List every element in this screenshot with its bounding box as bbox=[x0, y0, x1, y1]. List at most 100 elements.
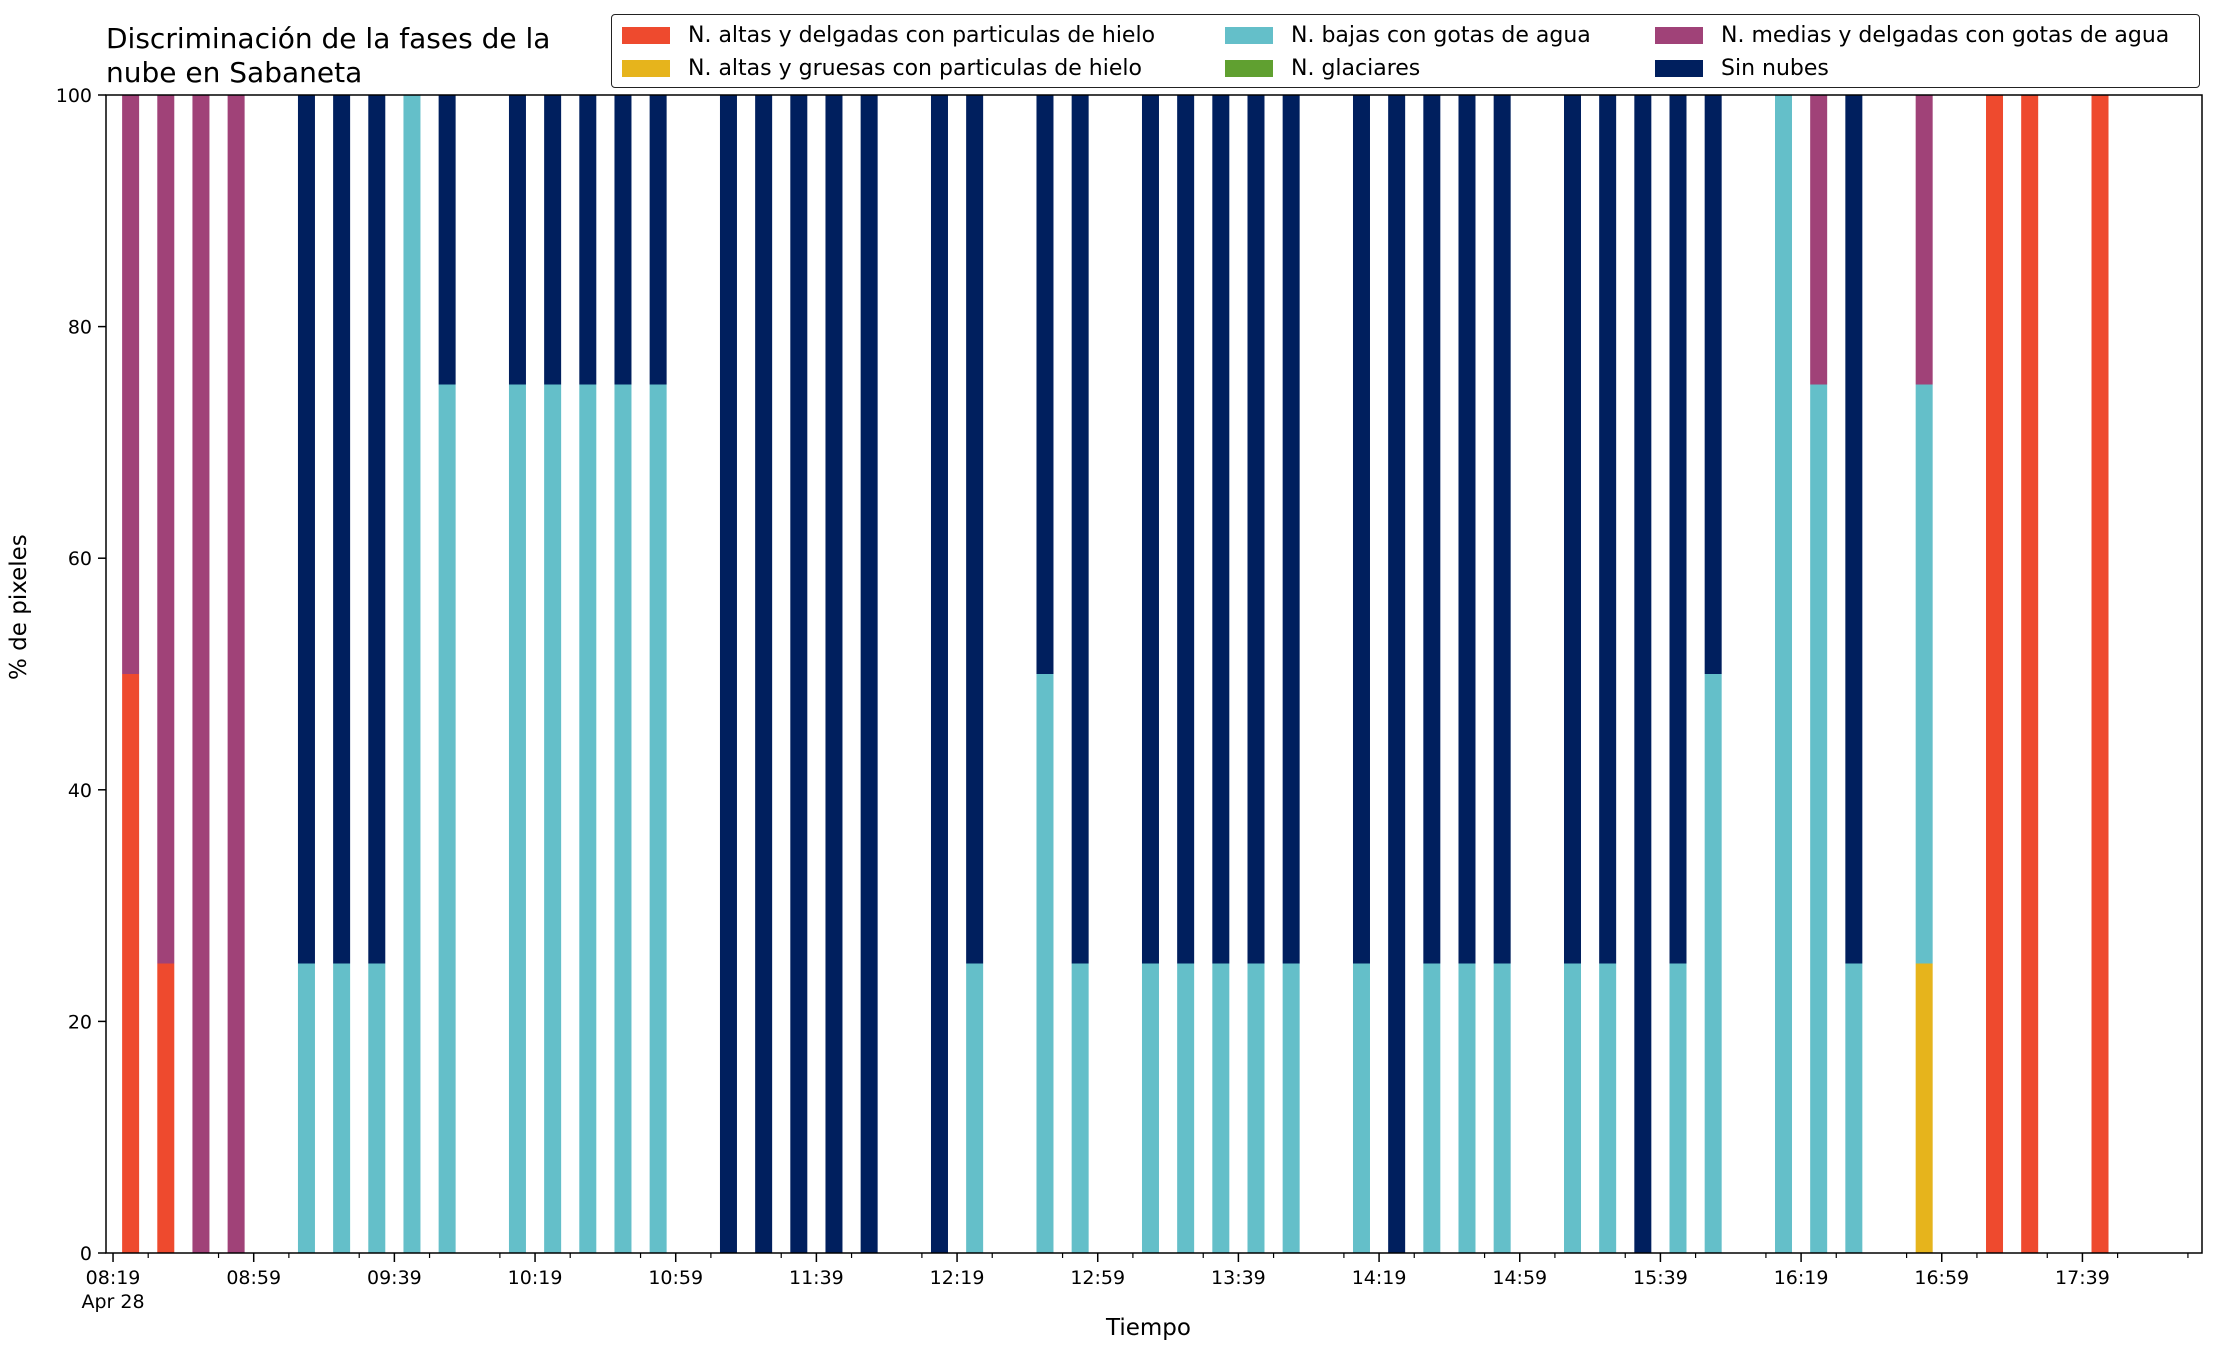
bar-segment-26-2 bbox=[1247, 963, 1265, 1253]
x-tick-label: 10:19 bbox=[508, 1267, 563, 1289]
x-tick-label: 13:39 bbox=[1211, 1267, 1266, 1289]
y-tick-label: 60 bbox=[68, 548, 92, 570]
bar-segment-12-5 bbox=[614, 95, 632, 385]
bar-segment-0-0 bbox=[122, 674, 140, 1253]
bar-segment-0-4 bbox=[122, 95, 140, 674]
legend-label: N. altas y gruesas con particulas de hie… bbox=[688, 55, 1142, 81]
bar-segment-41-1 bbox=[1915, 963, 1933, 1253]
y-axis-label: % de pixeles bbox=[6, 534, 32, 680]
x-tick-label: 16:59 bbox=[1914, 1267, 1969, 1289]
x-tick-label: 14:19 bbox=[1352, 1267, 1407, 1289]
bar-segment-8-2 bbox=[438, 384, 456, 1253]
x-tick-label: 08:59 bbox=[226, 1267, 281, 1289]
legend-label: N. medias y delgadas con gotas de agua bbox=[1721, 22, 2170, 48]
bar-segment-9-5 bbox=[508, 95, 526, 385]
legend-swatch-altas-gruesas bbox=[622, 59, 670, 77]
bar-segment-28-2 bbox=[1352, 963, 1370, 1253]
x-tick-label: 15:39 bbox=[1633, 1267, 1688, 1289]
legend-label: N. altas y delgadas con particulas de hi… bbox=[688, 22, 1156, 48]
bar-segment-31-2 bbox=[1458, 963, 1476, 1253]
bar-segment-32-2 bbox=[1493, 963, 1511, 1253]
x-tick-label: 08:19 bbox=[86, 1267, 141, 1289]
bar-segment-36-5 bbox=[1669, 95, 1687, 964]
y-tick-label: 40 bbox=[68, 780, 92, 802]
legend-swatch-sin-nubes bbox=[1655, 59, 1703, 77]
bar-segment-39-4 bbox=[1810, 95, 1828, 385]
legend-label: N. glaciares bbox=[1291, 55, 1421, 81]
legend-item-altas-gruesas: N. altas y gruesas con particulas de hie… bbox=[622, 51, 1142, 85]
x-tick-label: 11:39 bbox=[789, 1267, 844, 1289]
bar-segment-24-2 bbox=[1177, 963, 1195, 1253]
bar-segment-22-5 bbox=[1071, 95, 1089, 964]
bar-segment-43-0 bbox=[2021, 95, 2039, 1253]
legend-swatch-altas-delgadas bbox=[622, 26, 670, 44]
bar-segment-33-2 bbox=[1564, 963, 1581, 1253]
bar-segment-25-5 bbox=[1212, 95, 1230, 964]
bar-segment-6-5 bbox=[368, 95, 386, 964]
legend-item-bajas: N. bajas con gotas de agua bbox=[1225, 18, 1591, 52]
bar-segment-1-4 bbox=[157, 95, 175, 964]
bar-segment-15-5 bbox=[755, 95, 773, 1253]
x-tick-label: 12:19 bbox=[930, 1267, 985, 1289]
legend-item-altas-delgadas: N. altas y delgadas con particulas de hi… bbox=[622, 18, 1155, 52]
bar-segment-18-5 bbox=[860, 95, 878, 1253]
bar-segment-38-2 bbox=[1775, 95, 1792, 1253]
x-tick-label: 12:59 bbox=[1070, 1267, 1125, 1289]
bar-segment-34-5 bbox=[1599, 95, 1617, 964]
bar-segment-42-0 bbox=[1986, 95, 2004, 1253]
bars-layer bbox=[122, 95, 2109, 1253]
bar-segment-37-2 bbox=[1704, 674, 1722, 1253]
bar-segment-21-5 bbox=[1036, 95, 1054, 674]
bar-segment-40-5 bbox=[1845, 95, 1863, 964]
x-tick-label: 17:39 bbox=[2055, 1267, 2110, 1289]
x-tick-label: 09:39 bbox=[367, 1267, 422, 1289]
bar-segment-26-5 bbox=[1247, 95, 1265, 964]
plot-frame bbox=[105, 94, 2203, 1254]
bar-segment-11-2 bbox=[579, 384, 597, 1253]
bar-segment-34-2 bbox=[1599, 963, 1617, 1253]
y-tick-label: 80 bbox=[68, 317, 92, 339]
bar-segment-22-2 bbox=[1071, 963, 1089, 1253]
bar-segment-5-2 bbox=[333, 963, 351, 1253]
y-tick-label: 20 bbox=[68, 1011, 92, 1033]
legend-item-sin-nubes: Sin nubes bbox=[1655, 51, 1829, 85]
bar-segment-35-5 bbox=[1634, 95, 1652, 1253]
x-tick-label: 16:19 bbox=[1774, 1267, 1829, 1289]
bar-segment-41-4 bbox=[1915, 95, 1933, 385]
bar-segment-25-2 bbox=[1212, 963, 1230, 1253]
bar-segment-37-5 bbox=[1704, 95, 1722, 674]
bar-segment-4-2 bbox=[297, 963, 315, 1253]
bar-segment-20-2 bbox=[966, 963, 984, 1253]
bar-segment-2-4 bbox=[192, 95, 210, 1253]
bar-segment-9-2 bbox=[508, 384, 526, 1253]
legend-label: Sin nubes bbox=[1721, 55, 1829, 81]
legend-item-glaciares: N. glaciares bbox=[1225, 51, 1420, 85]
legend-swatch-bajas bbox=[1225, 26, 1273, 44]
bar-segment-16-5 bbox=[790, 95, 808, 1253]
bar-segment-44-0 bbox=[2091, 95, 2109, 1253]
legend: N. altas y delgadas con particulas de hi… bbox=[611, 14, 2200, 88]
bar-segment-23-2 bbox=[1141, 963, 1159, 1253]
bar-segment-32-5 bbox=[1493, 95, 1511, 964]
bar-segment-41-2 bbox=[1915, 384, 1933, 964]
bar-segment-30-5 bbox=[1423, 95, 1441, 964]
bar-segment-7-2 bbox=[403, 95, 421, 1253]
bar-segment-31-5 bbox=[1458, 95, 1476, 964]
bar-segment-10-5 bbox=[544, 95, 562, 385]
x-axis-label: Tiempo bbox=[1106, 1315, 1191, 1341]
bar-segment-13-2 bbox=[649, 384, 667, 1253]
bar-segment-20-5 bbox=[966, 95, 984, 964]
bar-segment-1-0 bbox=[157, 963, 175, 1253]
bar-segment-29-5 bbox=[1388, 95, 1406, 1253]
bar-segment-6-2 bbox=[368, 963, 386, 1253]
legend-item-medias: N. medias y delgadas con gotas de agua bbox=[1655, 18, 2169, 52]
bar-segment-28-5 bbox=[1352, 95, 1370, 964]
bar-segment-39-2 bbox=[1810, 384, 1828, 1253]
bar-segment-27-2 bbox=[1282, 963, 1300, 1253]
y-tick-label: 100 bbox=[56, 85, 92, 107]
y-tick-label: 0 bbox=[80, 1243, 92, 1265]
legend-label: N. bajas con gotas de agua bbox=[1291, 22, 1591, 48]
bar-segment-40-2 bbox=[1845, 963, 1863, 1253]
